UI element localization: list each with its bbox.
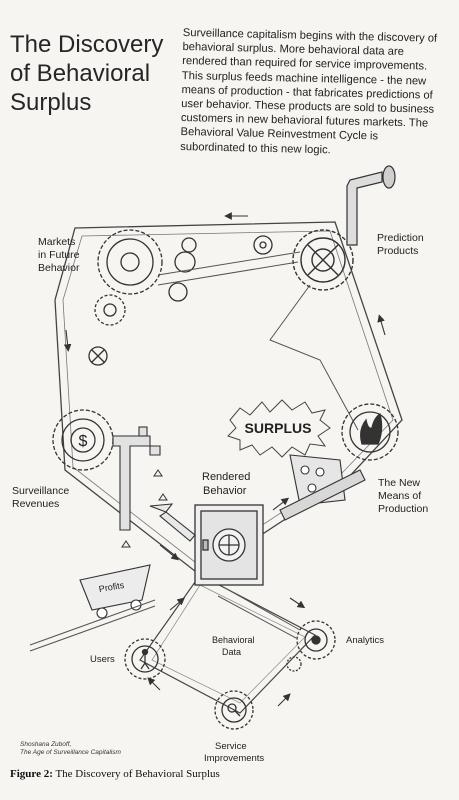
surplus-burst-icon <box>227 399 331 458</box>
drops <box>121 469 168 548</box>
svg-text:Behavioral: Behavioral <box>212 635 255 645</box>
label-prediction: Prediction Products <box>377 232 424 257</box>
belt <box>157 251 359 431</box>
flow-arrows <box>63 212 386 707</box>
dollar-sign: $ <box>79 433 88 450</box>
faucet-icon <box>112 426 161 531</box>
label-markets: Markets in Future Behavior <box>38 236 80 274</box>
author-credit: Shoshana Zuboff, The Age of Surveillance… <box>20 741 121 756</box>
svg-text:in Future: in Future <box>38 249 80 261</box>
label-rendered: Rendered Behavior <box>202 471 250 497</box>
profits-cart-icon <box>29 564 156 652</box>
label-users: Users <box>90 654 115 665</box>
surplus-label: SURPLUS <box>245 420 312 436</box>
figure-caption: Figure 2: The Discovery of Behavioral Su… <box>10 768 220 780</box>
analytics-gear-icon <box>286 620 336 672</box>
svg-text:Rendered: Rendered <box>202 471 250 483</box>
prediction-gear-icon <box>292 229 354 291</box>
svg-text:Behavior: Behavior <box>203 485 247 497</box>
label-analytics: Analytics <box>346 635 384 646</box>
svg-text:Surveillance: Surveillance <box>12 485 69 497</box>
periscope-pipe-icon <box>346 165 396 246</box>
svg-text:Products: Products <box>377 245 418 257</box>
svg-text:Prediction: Prediction <box>377 232 424 244</box>
svg-text:Markets: Markets <box>38 236 75 248</box>
diagram-title: The Discovery of Behavioral Surplus <box>10 31 164 116</box>
label-service: Service Improvements <box>204 741 264 764</box>
svg-text:Revenues: Revenues <box>12 498 59 510</box>
svg-text:Means of: Means of <box>378 490 421 502</box>
svg-text:Data: Data <box>222 647 241 657</box>
reinvestment-loop <box>139 574 316 714</box>
svg-text:Production: Production <box>378 503 428 515</box>
markets-gear-icon <box>88 229 273 366</box>
funnel-icon <box>149 503 196 542</box>
svg-text:Behavior: Behavior <box>38 262 80 274</box>
svg-text:Service: Service <box>215 741 247 752</box>
users-gear-icon <box>124 638 166 680</box>
service-gear-icon <box>214 690 254 730</box>
flame-gear-icon <box>341 403 399 461</box>
profits-label: Profits <box>98 580 125 594</box>
caption-text: The Discovery of Behavioral Surplus <box>55 768 220 780</box>
safe-icon <box>194 504 264 586</box>
caption-label: Figure 2: <box>10 768 53 780</box>
label-behavioral-data: Behavioral Data <box>212 635 255 657</box>
machine-icon <box>279 454 366 521</box>
svg-text:Improvements: Improvements <box>204 753 264 764</box>
label-means: The New Means of Production <box>378 477 428 515</box>
conveyor-loop <box>54 221 403 576</box>
data-belt <box>217 587 301 639</box>
svg-text:The New: The New <box>378 477 420 489</box>
label-revenues: Surveillance Revenues <box>12 485 69 510</box>
